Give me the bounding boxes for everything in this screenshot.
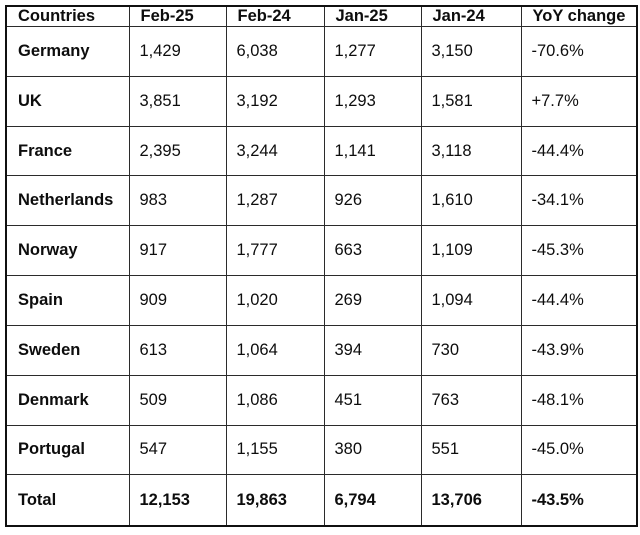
- row-norway: Norway 917 1,777 663 1,109 -45.3%: [5, 225, 638, 277]
- data-cell: 451: [323, 374, 422, 426]
- data-cell: 3,244: [225, 125, 325, 177]
- data-cell: 1,777: [225, 225, 325, 277]
- data-cell: 1,287: [225, 175, 325, 227]
- country-sales-table-container: Countries Feb-25 Feb-24 Jan-25 Jan-24 Yo…: [5, 5, 638, 527]
- data-cell: 6,038: [225, 26, 325, 77]
- data-cell: 1,020: [225, 275, 325, 326]
- data-cell: -48.1%: [520, 374, 638, 426]
- row-label: Denmark: [5, 374, 130, 426]
- header-jan-24: Jan-24: [420, 5, 522, 27]
- row-label: Spain: [5, 275, 130, 326]
- data-cell: 1,293: [323, 75, 422, 127]
- row-uk: UK 3,851 3,192 1,293 1,581 +7.7%: [5, 75, 638, 127]
- data-cell: +7.7%: [520, 75, 638, 127]
- data-cell: 1,141: [323, 125, 422, 177]
- data-cell: -34.1%: [520, 175, 638, 227]
- data-cell: -44.4%: [520, 275, 638, 326]
- country-data-table: Countries Feb-25 Feb-24 Jan-25 Jan-24 Yo…: [5, 5, 638, 527]
- data-cell: 3,192: [225, 75, 325, 127]
- data-cell: 1,155: [225, 424, 325, 476]
- data-cell: 380: [323, 424, 422, 476]
- data-cell: 1,064: [225, 324, 325, 376]
- data-cell: 613: [128, 324, 227, 376]
- data-cell: 12,153: [128, 474, 227, 527]
- data-cell: 394: [323, 324, 422, 376]
- data-cell: -43.5%: [520, 474, 638, 527]
- data-cell: 1,581: [420, 75, 522, 127]
- data-cell: -43.9%: [520, 324, 638, 376]
- header-jan-25: Jan-25: [323, 5, 422, 27]
- row-label: Sweden: [5, 324, 130, 376]
- header-row: Countries Feb-25 Feb-24 Jan-25 Jan-24 Yo…: [5, 5, 638, 27]
- data-cell: -45.3%: [520, 225, 638, 277]
- data-cell: 3,851: [128, 75, 227, 127]
- data-cell: 6,794: [323, 474, 422, 527]
- row-label: Germany: [5, 26, 130, 77]
- data-cell: 509: [128, 374, 227, 426]
- data-cell: 983: [128, 175, 227, 227]
- data-cell: 909: [128, 275, 227, 326]
- header-yoy-change: YoY change: [520, 5, 638, 27]
- data-cell: 663: [323, 225, 422, 277]
- data-cell: 1,094: [420, 275, 522, 326]
- row-spain: Spain 909 1,020 269 1,094 -44.4%: [5, 275, 638, 326]
- data-cell: 1,429: [128, 26, 227, 77]
- data-cell: -44.4%: [520, 125, 638, 177]
- data-cell: 1,277: [323, 26, 422, 77]
- data-cell: 1,610: [420, 175, 522, 227]
- row-sweden: Sweden 613 1,064 394 730 -43.9%: [5, 324, 638, 376]
- data-cell: 3,118: [420, 125, 522, 177]
- header-feb-24: Feb-24: [225, 5, 325, 27]
- row-denmark: Denmark 509 1,086 451 763 -48.1%: [5, 374, 638, 426]
- row-portugal: Portugal 547 1,155 380 551 -45.0%: [5, 424, 638, 476]
- data-cell: 1,086: [225, 374, 325, 426]
- data-cell: 1,109: [420, 225, 522, 277]
- row-label: UK: [5, 75, 130, 127]
- row-france: France 2,395 3,244 1,141 3,118 -44.4%: [5, 125, 638, 177]
- data-cell: 730: [420, 324, 522, 376]
- row-germany: Germany 1,429 6,038 1,277 3,150 -70.6%: [5, 26, 638, 77]
- data-cell: 547: [128, 424, 227, 476]
- header-feb-25: Feb-25: [128, 5, 227, 27]
- data-cell: -45.0%: [520, 424, 638, 476]
- data-cell: 3,150: [420, 26, 522, 77]
- row-label: Portugal: [5, 424, 130, 476]
- row-total: Total 12,153 19,863 6,794 13,706 -43.5%: [5, 474, 638, 527]
- data-cell: 551: [420, 424, 522, 476]
- data-cell: -70.6%: [520, 26, 638, 77]
- data-cell: 19,863: [225, 474, 325, 527]
- row-netherlands: Netherlands 983 1,287 926 1,610 -34.1%: [5, 175, 638, 227]
- data-cell: 269: [323, 275, 422, 326]
- data-cell: 2,395: [128, 125, 227, 177]
- data-cell: 926: [323, 175, 422, 227]
- row-label: France: [5, 125, 130, 177]
- data-cell: 917: [128, 225, 227, 277]
- data-cell: 13,706: [420, 474, 522, 527]
- row-label: Norway: [5, 225, 130, 277]
- header-countries: Countries: [5, 5, 130, 27]
- data-cell: 763: [420, 374, 522, 426]
- row-label: Netherlands: [5, 175, 130, 227]
- row-label: Total: [5, 474, 130, 527]
